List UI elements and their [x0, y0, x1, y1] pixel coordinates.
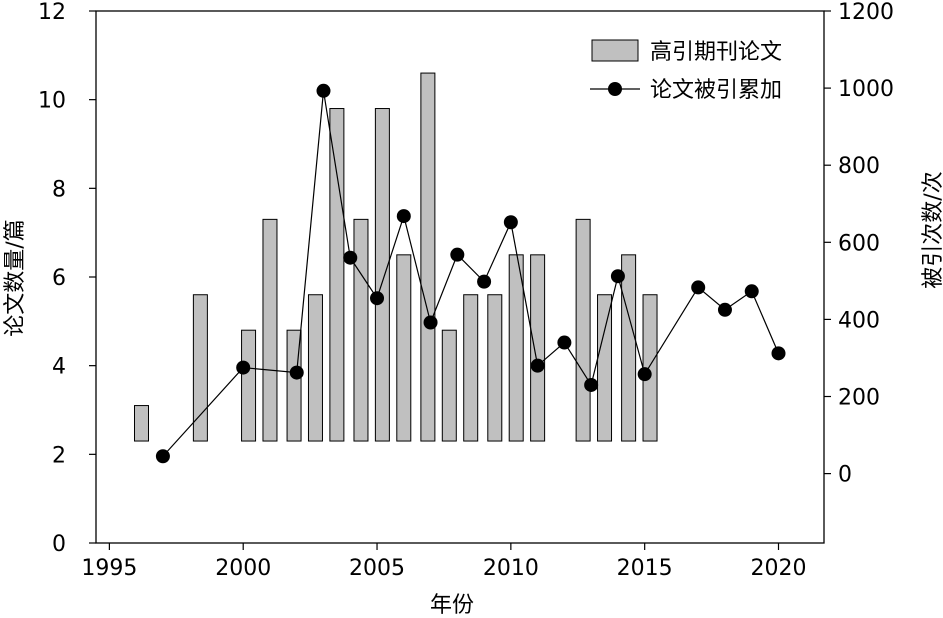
bar-8 [374, 108, 390, 442]
tick-labels: 1995 2000 2005 2010 2015 2020 0 2 4 6 8 10 12 0 200 400… [38, 0, 894, 581]
line-marker-15 [637, 367, 652, 382]
y-left-tick-label-2: 4 [52, 355, 66, 380]
bar-13 [487, 294, 503, 442]
y-axis-right-label: 被引次数/次 [921, 171, 943, 288]
y-right-tick-label-2: 400 [838, 308, 880, 333]
axes [89, 10, 831, 550]
line-marker-18 [744, 284, 759, 299]
bar-3 [262, 218, 278, 442]
y-right-tick-label-5: 1000 [838, 77, 894, 102]
legend-line-label: 论文被引累加 [650, 78, 782, 103]
x-tick-label-4: 2015 [617, 556, 673, 581]
bar-15 [530, 254, 546, 442]
y-right-tick-label-0: 0 [838, 463, 852, 488]
line-marker-7 [423, 315, 438, 330]
legend: 高引期刊论文 论文被引累加 [590, 39, 782, 103]
y-axis-left-label: 论文数量/篇 [3, 219, 28, 336]
line-marker-9 [477, 274, 492, 289]
line-marker-16 [691, 280, 706, 295]
bar-6 [329, 108, 345, 442]
line-marker-3 [316, 83, 331, 98]
bar-11 [441, 329, 457, 442]
line-marker-14 [610, 269, 625, 284]
line-marker-4 [343, 250, 358, 265]
x-tick-label-5: 2020 [751, 556, 807, 581]
bar-16 [575, 218, 591, 442]
line-marker-1 [236, 360, 251, 375]
line-marker-12 [557, 335, 572, 350]
bar-1 [192, 294, 208, 442]
line-series [155, 83, 786, 464]
y-left-tick-label-4: 8 [52, 177, 66, 202]
y-left-tick-label-0: 0 [52, 532, 66, 557]
bar-series [134, 72, 658, 442]
bar-12 [463, 294, 479, 442]
bar-10 [420, 72, 436, 442]
line-marker-13 [584, 377, 599, 392]
y-right-tick-label-4: 800 [838, 154, 880, 179]
y-left-tick-label-3: 6 [52, 266, 66, 291]
bar-2 [241, 329, 257, 442]
legend-bar-label: 高引期刊论文 [650, 40, 782, 65]
bar-9 [396, 254, 412, 442]
line-marker-0 [155, 449, 170, 464]
line-path [162, 90, 780, 457]
line-marker-19 [771, 346, 786, 361]
x-tick-label-2: 2005 [349, 556, 405, 581]
y-right-tick-label-6: 1200 [838, 0, 894, 25]
y-left-tick-label-5: 10 [38, 89, 66, 114]
x-tick-label-0: 1995 [81, 556, 137, 581]
line-marker-10 [503, 215, 518, 230]
legend-line-marker [608, 82, 622, 96]
x-tick-label-3: 2010 [483, 556, 539, 581]
bar-0 [134, 405, 149, 442]
bar-17 [597, 294, 613, 442]
line-marker-8 [450, 247, 465, 262]
line-marker-5 [370, 291, 385, 306]
line-marker-11 [530, 358, 545, 373]
bar-18 [621, 254, 637, 442]
bar-14 [508, 254, 524, 442]
bar-7 [353, 218, 369, 442]
x-tick-label-1: 2000 [215, 556, 271, 581]
y-left-tick-label-6: 12 [38, 0, 66, 25]
line-marker-6 [396, 209, 411, 224]
line-marker-17 [717, 302, 732, 317]
legend-bar-swatch [591, 39, 639, 62]
y-right-tick-label-3: 600 [838, 231, 880, 256]
bar-5 [307, 294, 323, 442]
y-left-tick-label-1: 2 [52, 443, 66, 468]
y-right-tick-label-1: 200 [838, 386, 880, 411]
x-axis-label: 年份 [430, 593, 474, 618]
line-marker-2 [289, 365, 304, 380]
